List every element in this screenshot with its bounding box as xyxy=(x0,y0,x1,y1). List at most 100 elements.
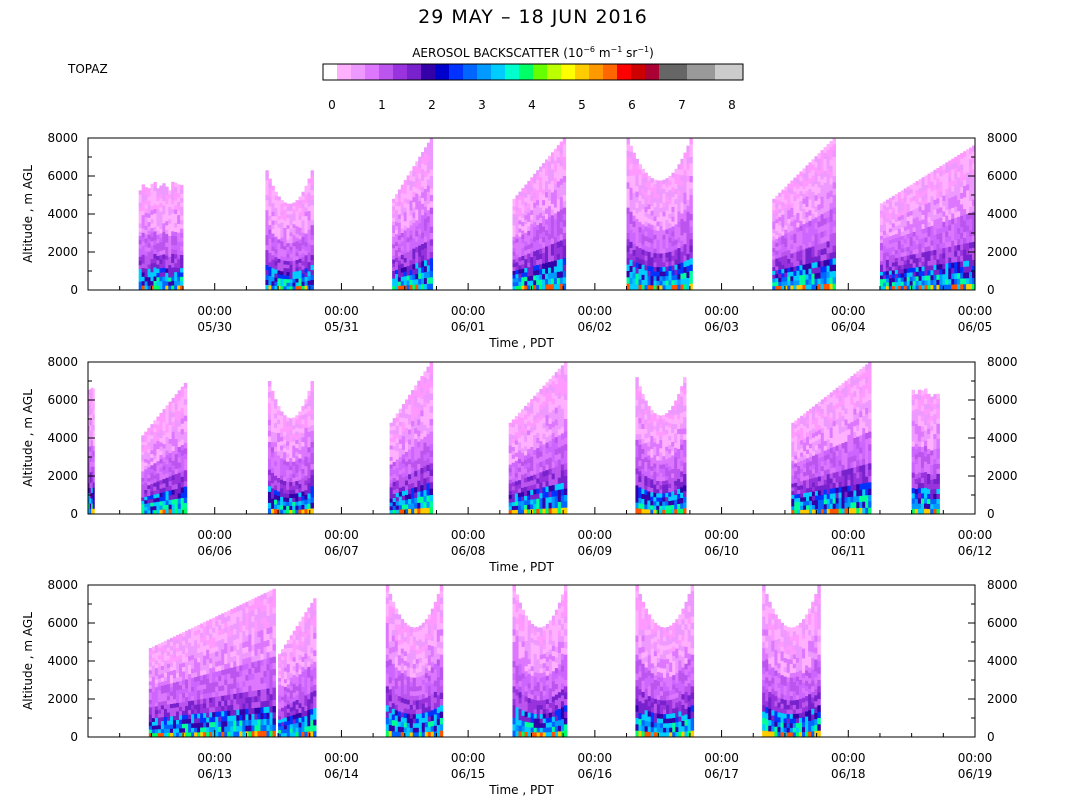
backscatter-cell xyxy=(280,428,284,434)
backscatter-cell xyxy=(972,247,976,255)
backscatter-cell xyxy=(686,265,690,273)
backscatter-cell xyxy=(963,232,967,239)
backscatter-cell xyxy=(915,199,919,205)
backscatter-cell xyxy=(942,284,946,291)
backscatter-cell xyxy=(533,499,537,505)
backscatter-cell xyxy=(270,462,275,469)
backscatter-cell xyxy=(401,481,406,487)
backscatter-cell xyxy=(171,213,175,219)
backscatter-cell xyxy=(150,465,154,470)
backscatter-cell xyxy=(395,413,400,419)
backscatter-cell xyxy=(174,222,178,228)
backscatter-cell xyxy=(289,434,293,439)
backscatter-cell xyxy=(906,272,911,278)
backscatter-cell xyxy=(772,221,776,226)
backscatter-cell xyxy=(415,177,419,184)
backscatter-cell xyxy=(665,187,669,193)
backscatter-cell xyxy=(301,224,305,229)
backscatter-cell xyxy=(963,272,967,279)
backscatter-cell xyxy=(171,455,176,462)
backscatter-cell xyxy=(177,267,181,273)
backscatter-cell xyxy=(174,267,178,273)
backscatter-cell xyxy=(668,213,672,220)
backscatter-cell xyxy=(301,509,305,515)
backscatter-cell xyxy=(168,485,173,491)
backscatter-cell xyxy=(921,233,925,239)
backscatter-cell xyxy=(683,284,687,291)
backscatter-cell xyxy=(147,485,151,490)
backscatter-cell xyxy=(793,271,797,277)
backscatter-cell xyxy=(141,193,145,198)
backscatter-cell xyxy=(677,269,681,275)
backscatter-cell xyxy=(304,470,308,477)
backscatter-cell xyxy=(414,444,418,451)
backscatter-cell xyxy=(539,238,543,245)
backscatter-cell xyxy=(936,198,940,204)
backscatter-cell xyxy=(286,453,290,459)
backscatter-cell xyxy=(659,198,663,204)
backscatter-cell xyxy=(283,260,287,265)
backscatter-cell xyxy=(912,258,917,264)
colorbar-swatch xyxy=(477,64,492,80)
backscatter-cell xyxy=(271,211,275,217)
backscatter-cell xyxy=(629,271,633,279)
backscatter-cell xyxy=(918,239,922,245)
backscatter-cell xyxy=(289,210,293,215)
backscatter-cell xyxy=(545,481,549,487)
backscatter-cell xyxy=(310,190,314,196)
backscatter-cell xyxy=(295,423,299,428)
backscatter-cell xyxy=(144,277,148,282)
backscatter-cell xyxy=(420,462,424,469)
backscatter-cell xyxy=(283,271,287,276)
backscatter-cell xyxy=(638,195,642,202)
backscatter-cell xyxy=(829,159,833,167)
backscatter-cell xyxy=(562,182,567,190)
backscatter-cell xyxy=(423,194,428,202)
backscatter-cell xyxy=(894,278,899,283)
backscatter-cell xyxy=(912,200,917,206)
backscatter-cell xyxy=(553,219,558,226)
backscatter-cell xyxy=(92,487,95,494)
backscatter-segment xyxy=(267,381,314,515)
backscatter-cell xyxy=(527,444,531,450)
backscatter-cell xyxy=(802,279,806,286)
backscatter-cell xyxy=(559,252,564,260)
backscatter-cell xyxy=(156,449,160,454)
backscatter-cell xyxy=(177,241,181,247)
backscatter-cell xyxy=(515,230,519,236)
backscatter-cell xyxy=(903,268,908,274)
backscatter-cell xyxy=(966,231,970,238)
backscatter-cell xyxy=(400,254,405,260)
backscatter-cell xyxy=(882,223,887,228)
backscatter-cell xyxy=(656,262,660,268)
backscatter-cell xyxy=(144,489,148,494)
backscatter-cell xyxy=(174,509,179,515)
backscatter-cell xyxy=(514,420,519,425)
backscatter-cell xyxy=(533,260,537,267)
backscatter-cell xyxy=(268,201,272,207)
backscatter-cell xyxy=(271,255,275,261)
backscatter-cell xyxy=(556,259,561,267)
backscatter-cell xyxy=(159,198,163,204)
backscatter-cell xyxy=(298,282,302,287)
backscatter-cell xyxy=(92,451,95,457)
backscatter-cell xyxy=(141,500,145,505)
backscatter-cell xyxy=(403,257,407,263)
backscatter-cell xyxy=(918,211,922,217)
backscatter-cell xyxy=(307,493,311,500)
backscatter-cell xyxy=(832,169,837,177)
backscatter-cell xyxy=(966,266,970,273)
backscatter-cell xyxy=(144,459,148,463)
backscatter-cell xyxy=(562,176,567,183)
backscatter-cell xyxy=(150,450,154,455)
backscatter-cell xyxy=(879,250,884,255)
backscatter-cell xyxy=(796,188,800,195)
backscatter-cell xyxy=(808,231,812,238)
backscatter-cell xyxy=(515,222,519,228)
backscatter-cell xyxy=(89,498,92,504)
backscatter-cell xyxy=(89,461,92,468)
backscatter-cell xyxy=(310,245,314,251)
backscatter-cell xyxy=(420,404,424,411)
backscatter-cell xyxy=(629,163,633,171)
backscatter-cell xyxy=(903,260,908,266)
